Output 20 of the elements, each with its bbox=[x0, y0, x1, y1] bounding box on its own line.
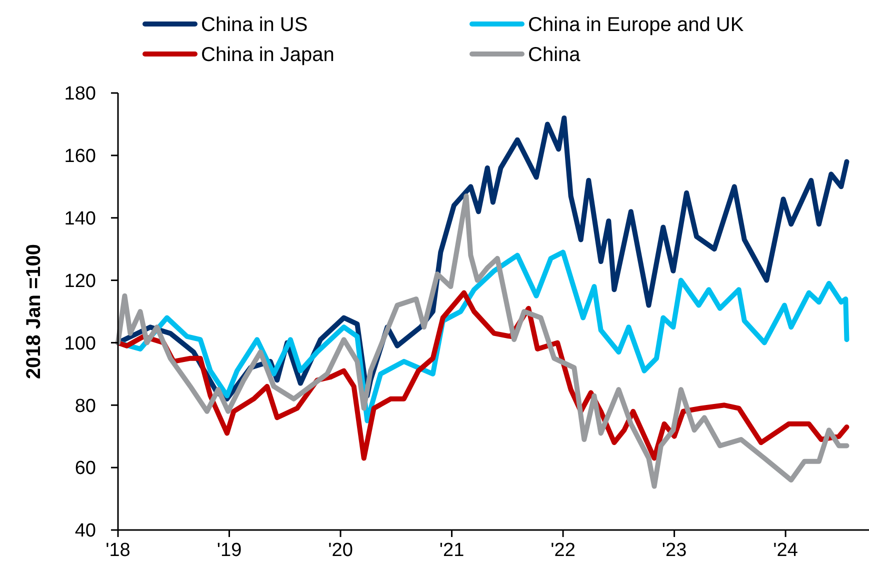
y-tick-label: 60 bbox=[74, 458, 96, 480]
y-tick-label: 80 bbox=[74, 396, 96, 417]
x-tick-label: '22 bbox=[550, 540, 576, 561]
y-tick-label: 40 bbox=[74, 520, 96, 542]
x-tick-label: '20 bbox=[328, 540, 353, 561]
y-tick-label: 100 bbox=[64, 333, 96, 354]
y-axis-title: 2018 Jan =100 bbox=[23, 244, 45, 380]
x-tick-label: '19 bbox=[216, 540, 242, 561]
y-tick-label: 120 bbox=[64, 270, 96, 292]
legend-label: China in US bbox=[201, 14, 308, 36]
x-tick-label: '23 bbox=[662, 540, 687, 561]
legend-label: China in Europe and UK bbox=[528, 14, 744, 36]
y-tick-label: 180 bbox=[64, 84, 96, 105]
x-tick-label: '24 bbox=[773, 540, 798, 561]
x-tick-label: '21 bbox=[439, 540, 464, 561]
legend-label: China in Japan bbox=[201, 44, 334, 66]
y-tick-label: 140 bbox=[64, 208, 96, 230]
x-tick-label: '18 bbox=[106, 540, 130, 561]
y-tick-label: 160 bbox=[64, 146, 96, 168]
legend-label: China bbox=[528, 44, 582, 66]
